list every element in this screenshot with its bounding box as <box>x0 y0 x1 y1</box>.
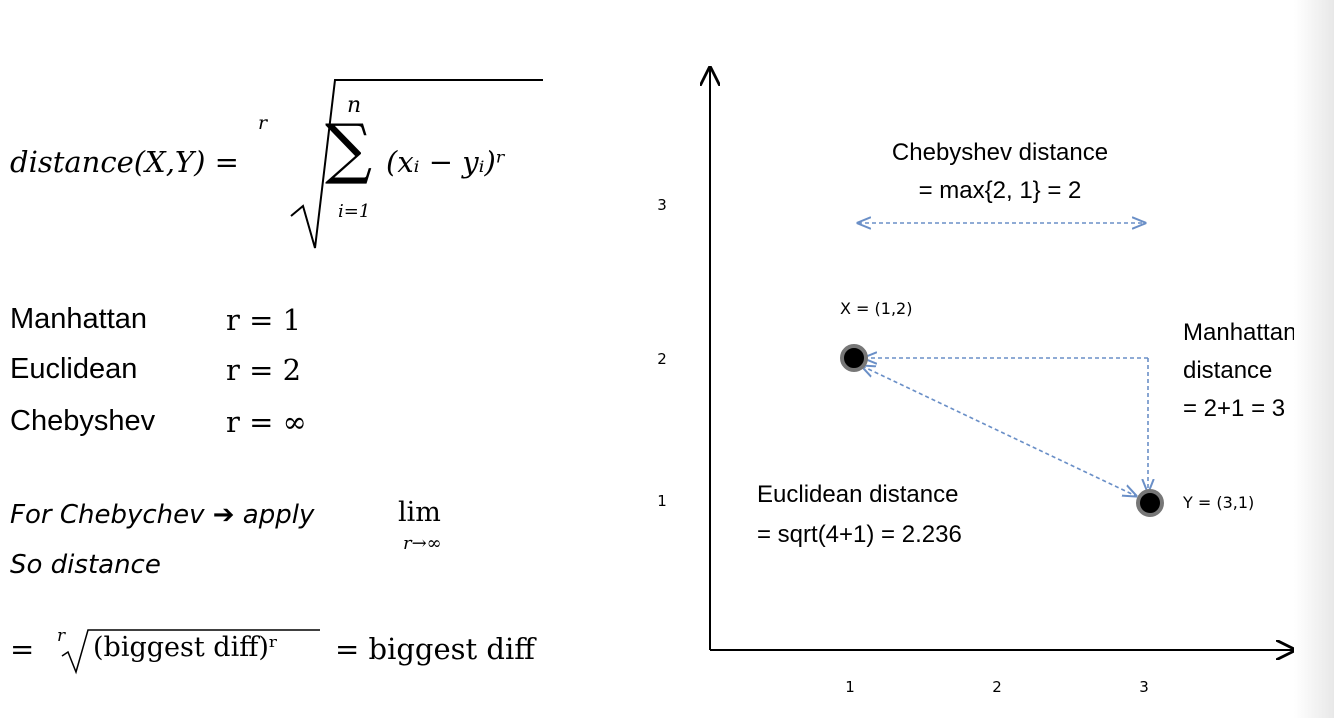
result-radical-sign <box>61 629 320 675</box>
sum-symbol: ∑ <box>325 110 373 187</box>
euclidean-value: = sqrt(4+1) = 2.236 <box>757 521 962 548</box>
y-tick-label: 1 <box>657 492 667 510</box>
x-tick-label: 1 <box>845 678 855 696</box>
point-x-label: X = (1,2) <box>840 299 912 318</box>
metric-r: r = ∞ <box>226 405 307 439</box>
result-radicand: (biggest diff)ʳ <box>93 632 279 663</box>
y-tick-label: 2 <box>657 350 667 368</box>
metric-name: Manhattan <box>10 303 148 335</box>
metric-name: Chebyshev <box>10 405 156 437</box>
lim-subscript: r→∞ <box>403 533 442 554</box>
sum-upper-bound: n <box>347 93 362 118</box>
manhattan-label: Manhattan <box>1183 319 1296 346</box>
metric-name: Euclidean <box>10 353 138 385</box>
metric-r: r = 2 <box>226 353 302 387</box>
manhattan-value: = 2+1 = 3 <box>1183 395 1285 422</box>
euclidean-arrow <box>862 366 1136 496</box>
chebyshev-label: Chebyshev distance <box>892 139 1108 166</box>
point-y-label: Y = (3,1) <box>1182 493 1254 512</box>
root-index: r <box>258 112 268 134</box>
manhattan-label-2: distance <box>1183 357 1272 384</box>
x-tick-label: 3 <box>1139 678 1149 696</box>
sum-term: (xᵢ − yᵢ)ʳ <box>386 145 506 179</box>
formula-lhs: distance(X,Y) = <box>10 145 239 179</box>
result-rhs: = biggest diff <box>335 632 535 666</box>
sum-lower-bound: i=1 <box>338 201 371 222</box>
point-x <box>840 344 868 372</box>
y-tick-label: 3 <box>657 196 667 214</box>
point-y <box>1136 489 1164 517</box>
lim-word: lim <box>398 497 441 528</box>
x-tick-label: 2 <box>992 678 1002 696</box>
radical-sign <box>290 79 543 249</box>
metric-r: r = 1 <box>226 303 302 337</box>
distance-diagram: 1 2 3 1 2 3 Chebyshev distance = max{2, … <box>657 60 1296 696</box>
chebyshev-value: = max{2, 1} = 2 <box>919 177 1082 204</box>
result-equals: = <box>10 632 35 666</box>
scrollbar-track[interactable] <box>1294 0 1334 718</box>
note-line-1: For Chebychev ➔ apply <box>10 500 315 530</box>
euclidean-label: Euclidean distance <box>757 481 958 508</box>
note-line-2: So distance <box>10 550 161 580</box>
result-root-index: r <box>57 626 66 646</box>
